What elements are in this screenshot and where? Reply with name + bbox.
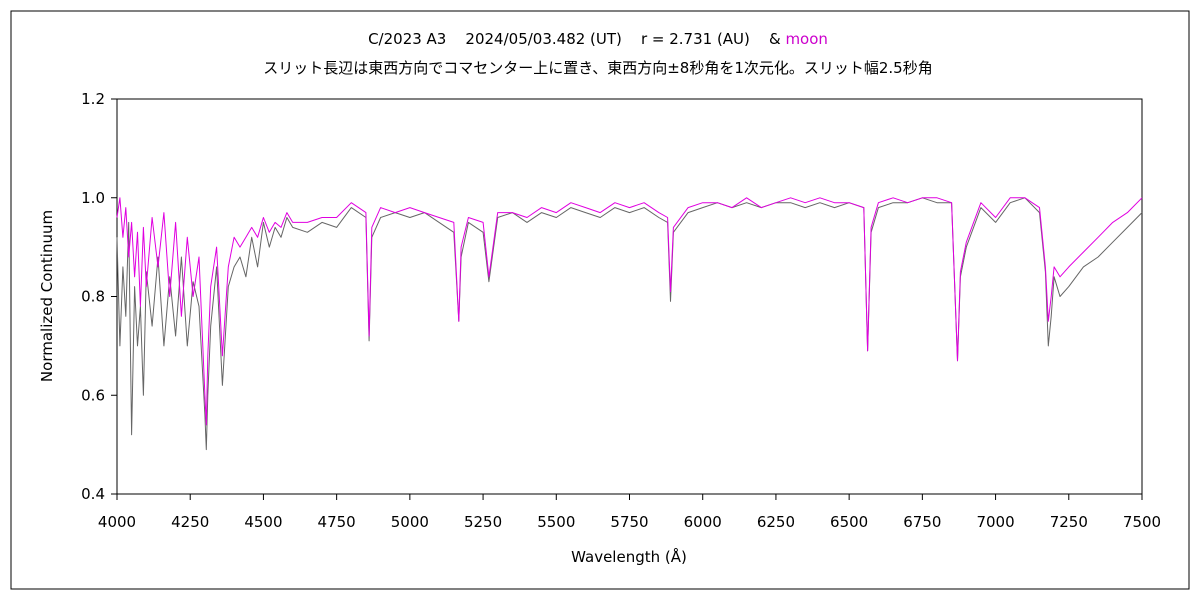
x-tick-label: 6250	[757, 513, 795, 531]
x-tick-label: 5000	[391, 513, 429, 531]
series-layer	[116, 197, 1143, 451]
x-tick-label: 4750	[318, 513, 356, 531]
y-tick-label: 0.6	[81, 386, 105, 404]
y-axis: 0.4 0.6 0.8 1.0 1.2	[81, 90, 117, 503]
x-tick-label: 4250	[171, 513, 209, 531]
x-tick-label: 7000	[976, 513, 1014, 531]
x-tick-label: 4000	[98, 513, 136, 531]
x-tick-label: 6000	[684, 513, 722, 531]
chart-title-main: C/2023 A3 2024/05/03.482 (UT) r = 2.731 …	[368, 30, 785, 48]
x-tick-label: 5750	[610, 513, 648, 531]
chart-subtitle: スリット長辺は東西方向でコマセンター上に置き、東西方向±8秒角を1次元化。スリッ…	[263, 59, 932, 77]
y-tick-label: 1.2	[81, 90, 105, 108]
x-tick-label: 6500	[830, 513, 868, 531]
x-tick-label: 5500	[537, 513, 575, 531]
series-line-2	[116, 197, 1143, 426]
x-axis-label: Wavelength (Å)	[571, 547, 687, 566]
chart-title-moon: moon	[785, 30, 827, 48]
x-tick-label: 7250	[1050, 513, 1088, 531]
plot-area	[116, 98, 1143, 495]
y-tick-label: 1.0	[81, 189, 105, 207]
y-axis-label: Normalized Continuum	[38, 210, 56, 382]
x-tick-label: 7500	[1123, 513, 1161, 531]
y-tick-label: 0.8	[81, 288, 105, 306]
x-tick-label: 4500	[244, 513, 282, 531]
x-tick-label: 5250	[464, 513, 502, 531]
x-tick-label: 6750	[903, 513, 941, 531]
x-axis: 4000 4250 4500 4750 5000 5250 5500 5750 6000 6250…	[98, 494, 1161, 531]
y-tick-label: 0.4	[81, 485, 105, 503]
chart-title: C/2023 A3 2024/05/03.482 (UT) r = 2.731 …	[368, 30, 828, 48]
